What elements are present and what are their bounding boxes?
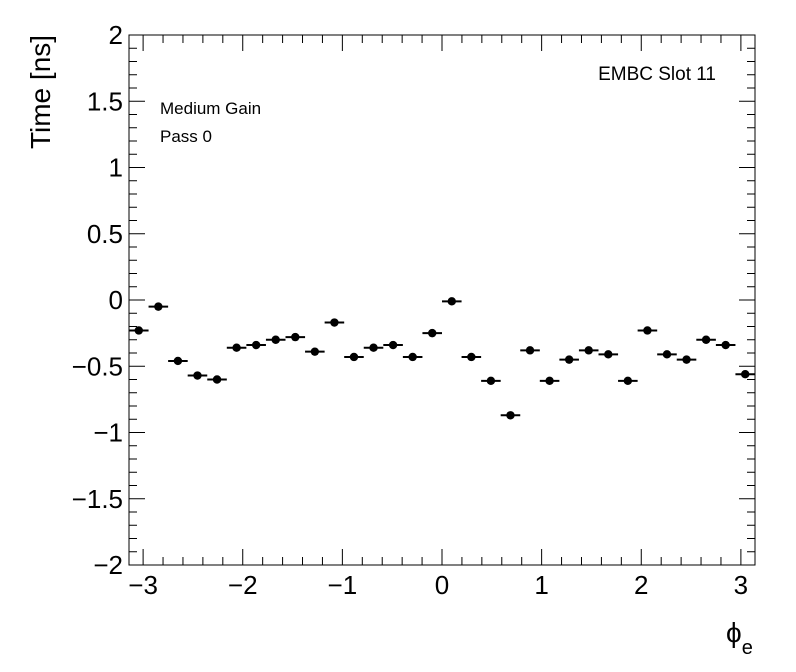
data-point	[154, 302, 163, 311]
data-point	[447, 297, 456, 306]
annotation-slot: EMBC Slot 11	[598, 64, 716, 85]
x-tick-label: 2	[634, 570, 648, 600]
data-point	[741, 370, 750, 379]
data-point	[212, 375, 222, 384]
y-tick-label: 0	[109, 285, 123, 315]
data-point	[271, 335, 280, 344]
data-point	[545, 376, 554, 386]
y-tick-label: −0.5	[72, 351, 123, 381]
data-point	[369, 343, 378, 352]
annotation-pass: Pass 0	[160, 127, 212, 146]
data-point	[682, 355, 691, 364]
y-tick-label: 1	[109, 153, 123, 183]
data-point	[486, 376, 496, 386]
data-point	[467, 352, 476, 362]
data-point	[349, 352, 359, 362]
y-axis-title: Time [ns]	[25, 35, 56, 149]
y-tick-label: −2	[93, 550, 123, 580]
x-tick-label: −1	[328, 570, 358, 600]
x-axis-title: ϕe	[726, 617, 753, 659]
data-point	[623, 376, 633, 386]
data-point	[506, 411, 515, 420]
y-axis-ticks	[129, 34, 755, 566]
y-tick-label: −1.5	[72, 484, 123, 514]
data-point	[662, 350, 672, 359]
y-tick-label: 1.5	[87, 86, 123, 116]
data-point	[193, 371, 202, 380]
data-points	[129, 297, 755, 420]
x-tick-label: −2	[228, 570, 258, 600]
data-point	[564, 355, 574, 364]
x-axis-tick-labels: −3 −2 −1 0 1 2 3	[128, 570, 748, 600]
x-tick-label: 0	[435, 570, 449, 600]
data-point	[232, 343, 241, 352]
data-point	[310, 347, 320, 356]
data-point	[330, 318, 339, 327]
data-point	[701, 335, 711, 344]
x-axis-title-subscript: e	[742, 637, 753, 659]
x-tick-label: 3	[734, 570, 748, 600]
data-point	[721, 340, 730, 350]
y-tick-label: 2	[109, 20, 123, 50]
data-point	[408, 352, 417, 362]
data-point	[173, 356, 183, 366]
data-point	[584, 346, 593, 355]
y-axis-tick-labels: −2 −1.5 −1 −0.5 0 0.5 1 1.5 2	[72, 20, 123, 580]
x-tick-label: −3	[128, 570, 158, 600]
data-point	[251, 340, 261, 350]
annotation-gain: Medium Gain	[160, 99, 261, 118]
y-tick-label: 0.5	[87, 219, 123, 249]
data-point	[291, 332, 300, 342]
y-tick-label: −1	[93, 418, 123, 448]
data-point	[604, 350, 613, 359]
data-point	[525, 346, 535, 355]
data-point	[388, 340, 398, 350]
data-point	[428, 328, 437, 338]
x-axis-ticks	[142, 35, 742, 565]
x-tick-label: 1	[534, 570, 548, 600]
x-axis-title-main: ϕ	[726, 617, 742, 648]
data-point	[134, 326, 143, 335]
data-point	[643, 326, 652, 335]
